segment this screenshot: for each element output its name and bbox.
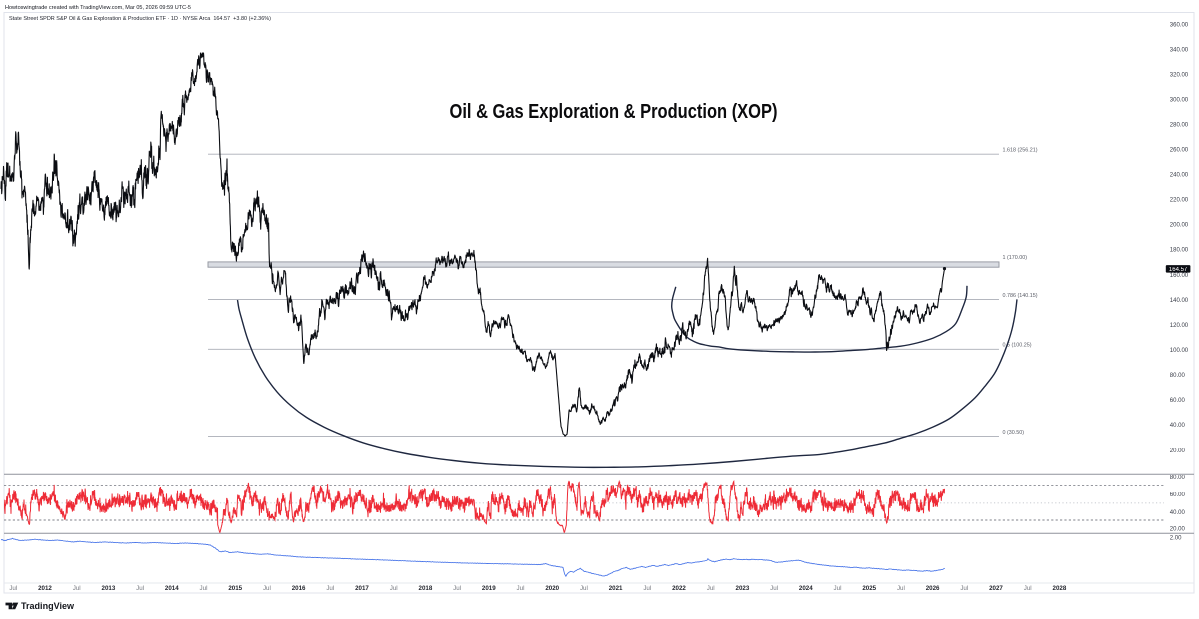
svg-text:2.00: 2.00 <box>1170 536 1182 542</box>
svg-text:80.00: 80.00 <box>1170 475 1186 481</box>
svg-text:60.00: 60.00 <box>1170 492 1186 498</box>
svg-text:2014: 2014 <box>165 585 179 592</box>
svg-text:120.00: 120.00 <box>1170 323 1189 329</box>
svg-text:1 (170.00): 1 (170.00) <box>1003 255 1028 261</box>
svg-text:2021: 2021 <box>609 585 623 592</box>
svg-text:Jul: Jul <box>834 585 842 592</box>
svg-text:140.00: 140.00 <box>1170 298 1189 304</box>
svg-text:Jul: Jul <box>1024 585 1032 592</box>
svg-text:0.786 (140.15): 0.786 (140.15) <box>1003 293 1038 299</box>
svg-text:2018: 2018 <box>419 585 433 592</box>
svg-text:Jul: Jul <box>517 585 525 592</box>
svg-text:2015: 2015 <box>228 585 242 592</box>
svg-text:2020: 2020 <box>545 585 559 592</box>
svg-text:Jul: Jul <box>9 585 17 592</box>
svg-text:Oil & Gas Exploration & Produc: Oil & Gas Exploration & Production (XOP) <box>450 101 778 123</box>
svg-text:Jul: Jul <box>453 585 461 592</box>
svg-text:2023: 2023 <box>736 585 750 592</box>
svg-text:2026: 2026 <box>926 585 940 592</box>
svg-text:Jul: Jul <box>770 585 778 592</box>
svg-text:360.00: 360.00 <box>1170 23 1189 29</box>
svg-text:Jul: Jul <box>897 585 905 592</box>
svg-text:2024: 2024 <box>799 585 813 592</box>
svg-text:0 (30.50): 0 (30.50) <box>1003 430 1025 436</box>
svg-text:20.00: 20.00 <box>1170 527 1186 533</box>
svg-text:280.00: 280.00 <box>1170 123 1189 129</box>
svg-text:260.00: 260.00 <box>1170 148 1189 154</box>
svg-text:180.00: 180.00 <box>1170 248 1189 254</box>
svg-text:240.00: 240.00 <box>1170 173 1189 179</box>
svg-text:164.57: 164.57 <box>1169 267 1188 273</box>
svg-text:20.00: 20.00 <box>1170 448 1186 454</box>
svg-text:160.00: 160.00 <box>1170 273 1189 279</box>
svg-text:300.00: 300.00 <box>1170 98 1189 104</box>
svg-text:Jul: Jul <box>326 585 334 592</box>
svg-text:State Street SPDR S&P Oil & Ga: State Street SPDR S&P Oil & Gas Explorat… <box>9 16 271 22</box>
svg-text:Jul: Jul <box>580 585 588 592</box>
svg-text:2022: 2022 <box>672 585 686 592</box>
svg-text:220.00: 220.00 <box>1170 198 1189 204</box>
svg-text:Jul: Jul <box>263 585 271 592</box>
svg-text:2028: 2028 <box>1053 585 1067 592</box>
svg-text:2013: 2013 <box>102 585 116 592</box>
svg-text:320.00: 320.00 <box>1170 73 1189 79</box>
svg-text:Howtoswingtrade created with T: Howtoswingtrade created with TradingView… <box>5 5 191 11</box>
svg-text:2027: 2027 <box>989 585 1003 592</box>
svg-text:Jul: Jul <box>707 585 715 592</box>
svg-text:2012: 2012 <box>38 585 52 592</box>
svg-text:80.00: 80.00 <box>1170 373 1186 379</box>
svg-text:Jul: Jul <box>200 585 208 592</box>
svg-text:2016: 2016 <box>292 585 306 592</box>
svg-text:2017: 2017 <box>355 585 369 592</box>
svg-text:Jul: Jul <box>390 585 398 592</box>
svg-text:TradingView: TradingView <box>21 601 74 611</box>
svg-text:Jul: Jul <box>960 585 968 592</box>
svg-text:2019: 2019 <box>482 585 496 592</box>
svg-text:200.00: 200.00 <box>1170 223 1189 229</box>
svg-text:40.00: 40.00 <box>1170 423 1186 429</box>
svg-text:40.00: 40.00 <box>1170 510 1186 516</box>
svg-text:Jul: Jul <box>136 585 144 592</box>
svg-text:2025: 2025 <box>862 585 876 592</box>
svg-text:100.00: 100.00 <box>1170 348 1189 354</box>
svg-text:60.00: 60.00 <box>1170 398 1186 404</box>
svg-text:340.00: 340.00 <box>1170 48 1189 54</box>
svg-text:1.618 (256.21): 1.618 (256.21) <box>1003 148 1038 154</box>
svg-text:0.5 (100.25): 0.5 (100.25) <box>1003 343 1032 349</box>
svg-text:Jul: Jul <box>73 585 81 592</box>
svg-text:Jul: Jul <box>643 585 651 592</box>
